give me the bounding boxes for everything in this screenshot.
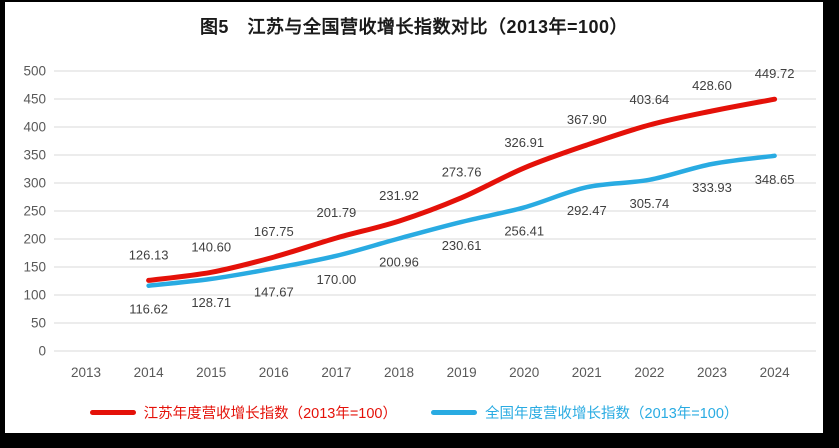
data-label: 200.96 bbox=[379, 254, 419, 269]
chart-legend: 江苏年度营收增长指数（2013年=100） 全国年度营收增长指数（2013年=1… bbox=[5, 400, 823, 424]
data-label: 116.62 bbox=[129, 302, 168, 317]
data-label: 305.74 bbox=[630, 196, 670, 211]
x-axis-tick-label: 2019 bbox=[447, 365, 477, 380]
y-axis-tick-label: 500 bbox=[23, 64, 46, 79]
x-axis-tick-label: 2017 bbox=[321, 365, 351, 380]
data-label: 449.72 bbox=[755, 66, 795, 81]
y-axis-tick-label: 450 bbox=[23, 92, 46, 107]
legend-label-national: 全国年度营收增长指数（2013年=100） bbox=[485, 405, 739, 422]
x-axis-tick-label: 2024 bbox=[760, 365, 791, 380]
series-line-0 bbox=[146, 96, 778, 283]
data-label: 348.65 bbox=[755, 172, 795, 187]
x-axis-tick-label: 2016 bbox=[259, 365, 289, 380]
data-label: 403.64 bbox=[630, 92, 670, 107]
x-axis-tick-label: 2020 bbox=[509, 365, 539, 380]
x-axis-tick-label: 2013 bbox=[71, 365, 101, 380]
data-label: 230.61 bbox=[442, 238, 482, 253]
data-label: 428.60 bbox=[692, 78, 732, 93]
legend-label-jiangsu: 江苏年度营收增长指数（2013年=100） bbox=[143, 405, 397, 422]
data-label: 128.71 bbox=[191, 295, 231, 310]
legend-item-national: 全国年度营收增长指数（2013年=100） bbox=[431, 402, 738, 423]
series-line-1 bbox=[146, 153, 777, 288]
data-label: 231.92 bbox=[379, 188, 419, 203]
x-axis-tick-label: 2015 bbox=[196, 365, 226, 380]
y-axis-tick-label: 150 bbox=[23, 260, 46, 275]
legend-item-jiangsu: 江苏年度营收增长指数（2013年=100） bbox=[89, 402, 397, 423]
data-label: 170.00 bbox=[317, 272, 357, 287]
data-label: 256.41 bbox=[504, 223, 544, 238]
data-label: 126.13 bbox=[129, 247, 169, 262]
x-axis-tick-label: 2022 bbox=[634, 365, 664, 380]
y-axis-tick-label: 50 bbox=[31, 316, 46, 331]
y-axis-tick-label: 100 bbox=[23, 288, 46, 303]
y-axis-tick-label: 250 bbox=[23, 204, 46, 219]
x-axis-tick-label: 2023 bbox=[697, 365, 727, 380]
y-axis-tick-label: 350 bbox=[23, 148, 46, 163]
y-axis-tick-label: 0 bbox=[38, 344, 46, 359]
y-axis-tick-label: 200 bbox=[23, 232, 46, 247]
data-label: 140.60 bbox=[191, 239, 231, 254]
data-label: 292.47 bbox=[567, 203, 607, 218]
legend-swatch-national-line bbox=[431, 409, 477, 415]
x-axis-tick-label: 2021 bbox=[572, 365, 602, 380]
data-label: 326.91 bbox=[504, 135, 544, 150]
chart-title: 图5 江苏与全国营收增长指数对比（2013年=100） bbox=[199, 17, 629, 37]
x-axis-tick-label: 2014 bbox=[134, 365, 165, 380]
data-label: 367.90 bbox=[567, 112, 607, 127]
x-axis-tick-label: 2018 bbox=[384, 365, 414, 380]
data-label: 167.75 bbox=[254, 224, 294, 239]
data-label: 147.67 bbox=[254, 284, 294, 299]
legend-swatch-jiangsu-line bbox=[89, 409, 136, 415]
data-label: 333.93 bbox=[692, 180, 732, 195]
y-axis-tick-label: 400 bbox=[23, 120, 46, 135]
data-label: 273.76 bbox=[442, 165, 482, 180]
y-axis-tick-label: 300 bbox=[23, 176, 46, 191]
data-label: 201.79 bbox=[317, 205, 357, 220]
